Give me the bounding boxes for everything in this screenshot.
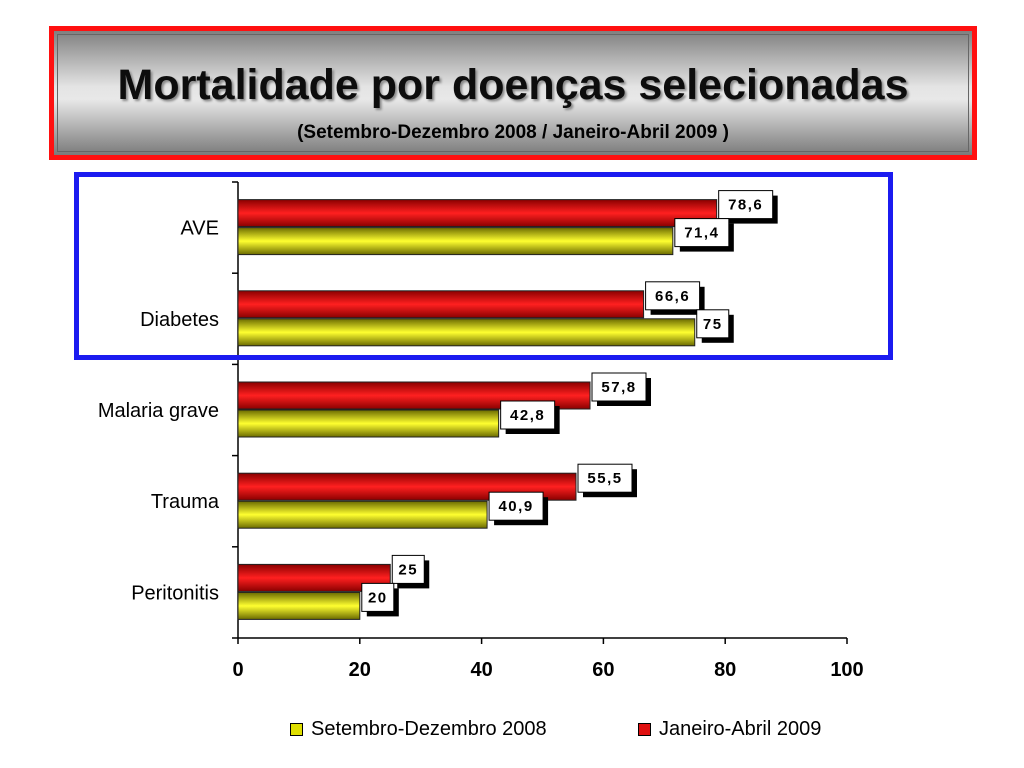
legend-item-sep: Setembro-Dezembro 2008: [290, 718, 547, 741]
bar-setembro-dezembro-2008: [237, 318, 696, 347]
data-label: 42,8: [510, 407, 545, 424]
data-label-box: [645, 281, 701, 311]
data-label: 71,4: [684, 225, 719, 242]
data-label-box: [674, 218, 730, 248]
category-label: AVE: [180, 218, 219, 240]
data-label-box: [591, 372, 647, 402]
category-label: Trauma: [151, 491, 220, 513]
data-label-box: [718, 190, 774, 220]
data-label-box: [577, 463, 633, 493]
bar-setembro-dezembro-2008: [237, 227, 674, 256]
data-label: 66,6: [655, 288, 690, 305]
legend-label-sep: Setembro-Dezembro 2008: [311, 718, 547, 740]
data-label: 78,6: [728, 197, 763, 214]
title-inner-frame: [57, 34, 969, 152]
x-tick-label: 20: [349, 659, 371, 681]
bar-setembro-dezembro-2008: [237, 591, 361, 620]
category-label: Diabetes: [140, 309, 219, 331]
x-tick-label: 40: [470, 659, 492, 681]
data-label: 57,8: [601, 379, 636, 396]
title-banner: Mortalidade por doenças selecionadas (Se…: [49, 26, 977, 160]
legend-item-jan: Janeiro-Abril 2009: [638, 718, 821, 741]
data-label-box: [391, 554, 425, 584]
x-tick-label: 0: [232, 659, 243, 681]
highlight-frame: [74, 172, 893, 360]
x-tick-label: 100: [830, 659, 863, 681]
x-tick-label: 60: [592, 659, 614, 681]
bar-setembro-dezembro-2008: [237, 409, 500, 438]
legend-swatch-jan: [638, 723, 651, 736]
chart-axes: 0 20 40 60 80 100 AVE Diabetes Malaria grave Trau…: [98, 181, 864, 681]
category-label: Peritonitis: [131, 582, 219, 604]
data-label-box: [500, 400, 556, 430]
legend-swatch-sep: [290, 723, 303, 736]
chart-title: Mortalidade por doenças selecionadas: [117, 61, 909, 109]
chart-data-labels: 78,6 71,4 66,6 75 57,8 42,8 55,5 40,9 25 20: [361, 190, 778, 617]
data-label: 25: [398, 561, 418, 578]
data-label-box: [361, 582, 395, 612]
x-tick-label: 80: [714, 659, 736, 681]
category-label: Malaria grave: [98, 400, 219, 422]
bar-janeiro-abril-2009: [237, 199, 718, 228]
legend-label-jan: Janeiro-Abril 2009: [659, 718, 822, 740]
data-label: 40,9: [498, 498, 533, 515]
data-label: 75: [703, 316, 723, 333]
data-label: 55,5: [587, 470, 622, 487]
bar-setembro-dezembro-2008: [237, 500, 488, 529]
data-label-box: [696, 309, 730, 339]
chart-subtitle: (Setembro-Dezembro 2008 / Janeiro-Abril …: [297, 122, 729, 143]
bar-janeiro-abril-2009: [237, 290, 645, 319]
data-label: 20: [368, 589, 388, 606]
data-label-box: [488, 491, 544, 521]
